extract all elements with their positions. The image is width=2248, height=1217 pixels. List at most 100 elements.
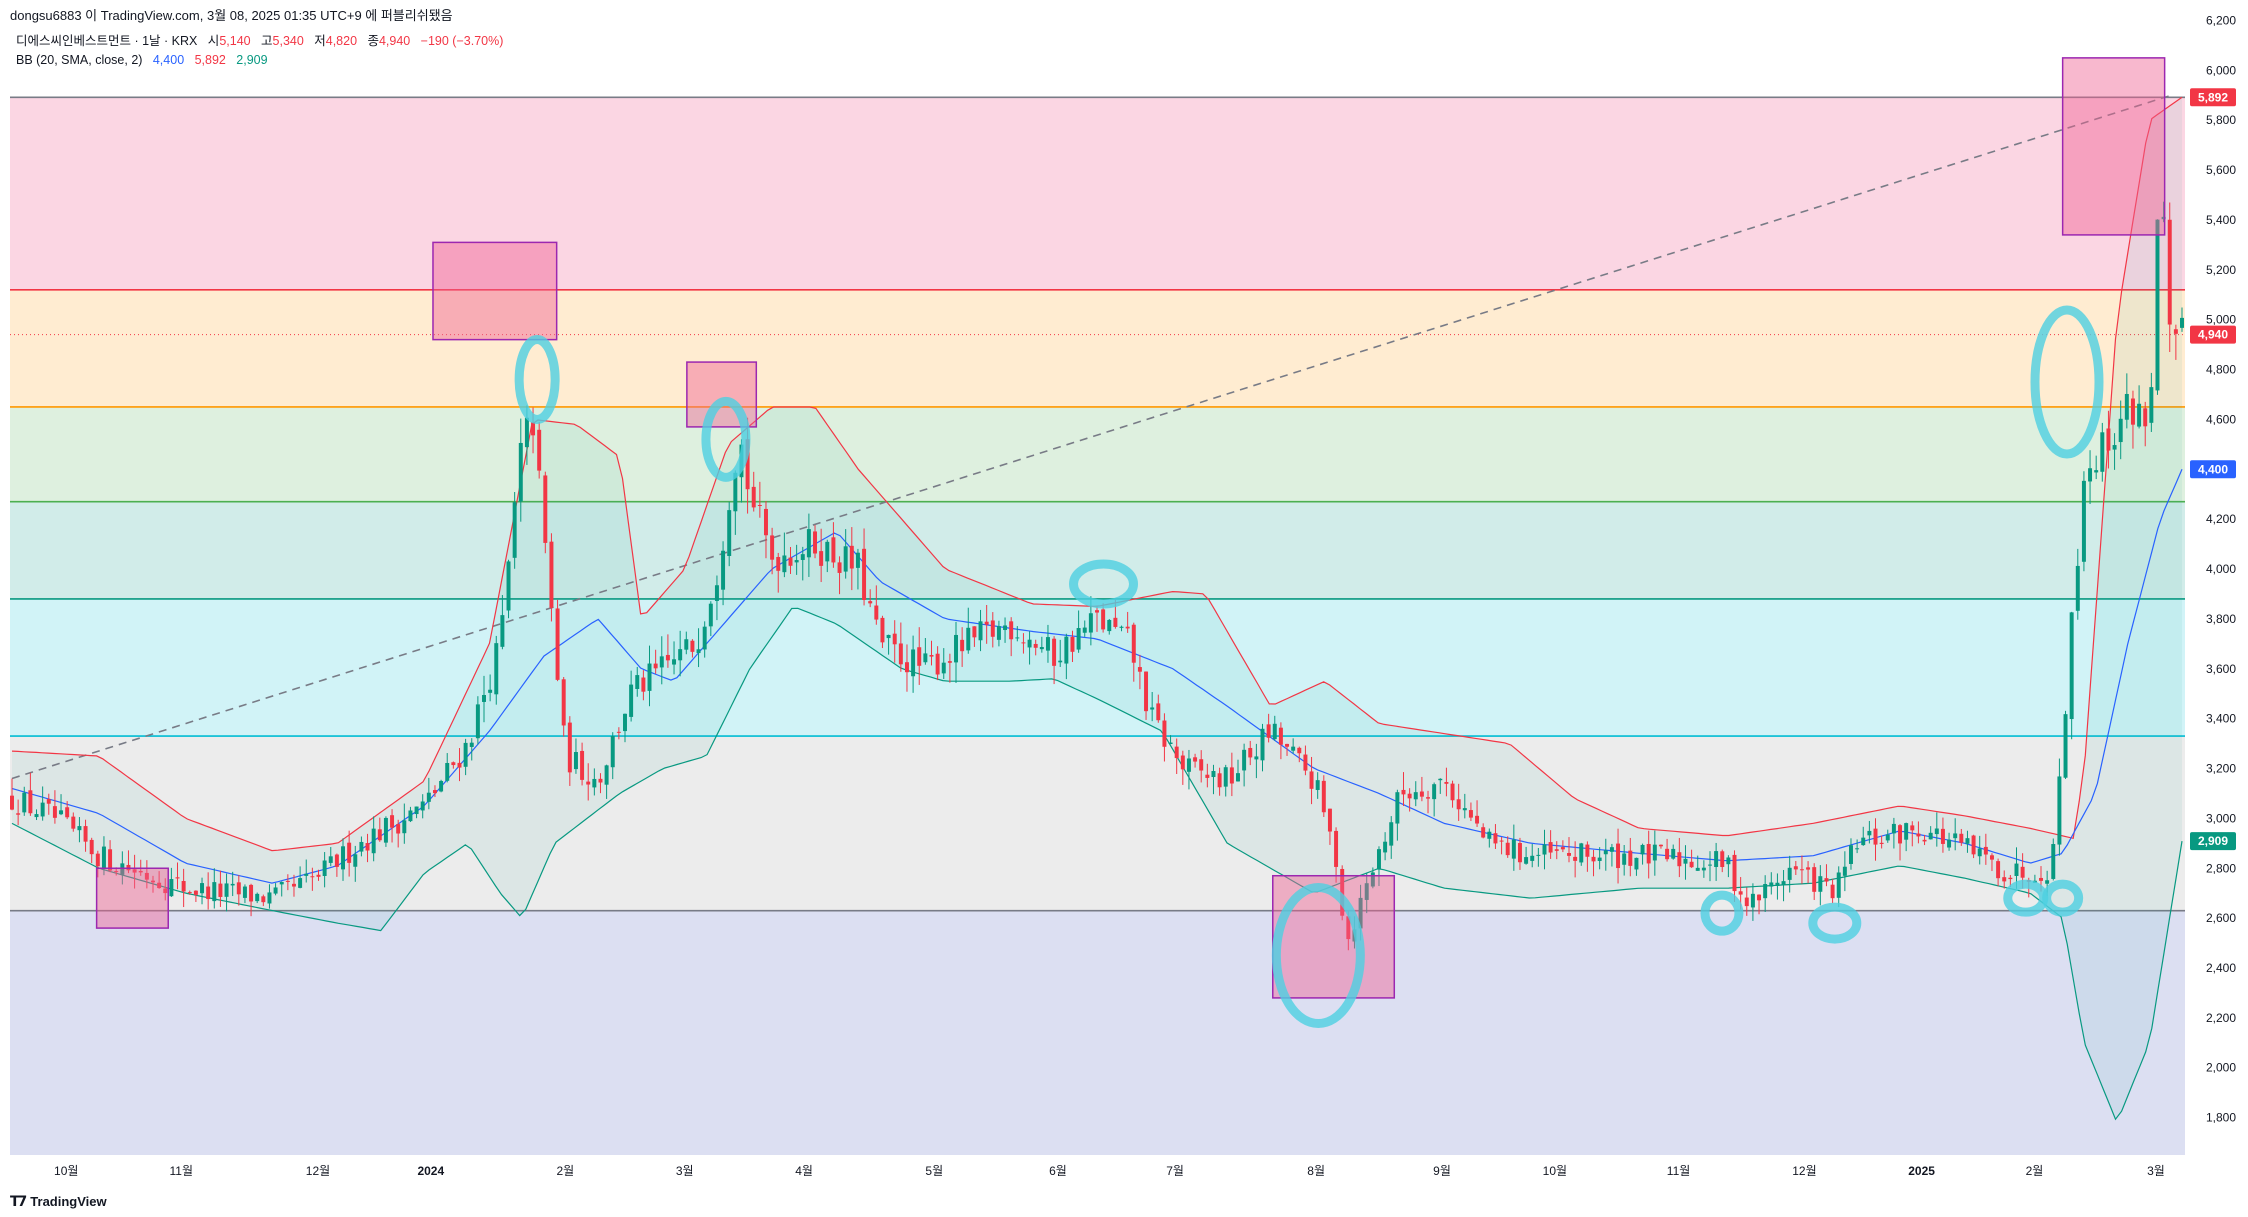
candle-body [2100,432,2105,472]
candle-body [1493,833,1498,844]
candle-body [1383,841,1388,853]
candle-body [2112,445,2117,450]
candle-body [690,640,695,652]
candle-body [960,639,965,652]
candle-body [757,505,762,507]
candle-body [2118,418,2123,443]
candle-body [1505,842,1510,856]
candle-body [1836,872,1841,898]
candle-body [1095,610,1099,613]
bb-upper-value: 5,892 [194,53,226,67]
price-label: 2,909 [2198,834,2228,848]
candle-body [1916,833,1921,837]
brand-label: TradingView [30,1194,107,1209]
candle-body [402,820,407,834]
candle-body [813,531,818,554]
candle-body [1910,825,1915,831]
y-axis[interactable]: 6,200 6,000 5,800 5,600 5,400 5,200 5,000 4,800… [2206,13,2236,1124]
candle-body [212,882,217,902]
x-tick-label: 12월 [306,1164,330,1178]
candle-body [242,886,247,898]
candle-body [2039,877,2043,881]
candle-body [2045,880,2050,884]
y-tick-label: 4,000 [2206,562,2236,576]
candle-body [426,792,431,802]
bb-indicator-label[interactable]: BB (20, SMA, close, 2) [16,53,143,67]
candle-body [1101,609,1106,630]
candle-body [439,780,444,792]
candle-body [598,778,603,783]
candle-body [1677,852,1682,867]
candle-body [1744,897,1749,907]
candle-body [954,634,958,663]
candle-body [445,762,450,781]
candle-body [1554,849,1559,851]
candle-body [555,608,560,680]
candle-body [1904,823,1909,840]
bb-basis-value: 4,400 [152,53,185,67]
candle-body [77,826,82,831]
candle-body [849,545,854,569]
y-tick-label: 2,600 [2206,911,2236,925]
candle-body [1603,850,1608,855]
candle-body [451,762,456,766]
candle-body [1229,767,1234,784]
candle-body [1689,861,1694,868]
candle-body [1701,867,1706,871]
tradingview-logo[interactable]: 𝗧𝟳 TradingView [10,1193,107,1210]
candle-body [794,560,799,563]
candle-body [40,802,45,817]
price-labels: 5,892 4,940 4,400 2,909 [2190,88,2236,851]
candle-body [2094,470,2099,473]
candle-body [46,799,51,804]
candle-body [1107,619,1112,632]
candle-body [1560,847,1565,850]
candle-body [28,790,33,814]
candle-body [1236,773,1240,782]
candle-body [1959,833,1964,843]
fib-zone [10,910,2185,1155]
candle-body [917,647,922,666]
candle-body [2069,612,2074,720]
candle-body [941,662,946,674]
candle-body [59,810,64,815]
candle-body [1272,723,1277,740]
candle-body [1321,780,1326,813]
x-axis[interactable]: 10월 11월 12월 2024 2월 3월 4월 5월 6월 7월 8월 9월 10월 11월 12월 20… [54,1164,2165,1178]
candle-body [855,552,860,568]
candle-body [1211,771,1216,778]
candle-body [1070,636,1075,652]
candle-body [1444,781,1449,784]
y-tick-label: 6,000 [2206,63,2236,77]
candle-body [1720,851,1725,868]
candle-body [1260,728,1265,761]
candle-body [1873,828,1878,845]
candle-body [1285,743,1290,747]
candle-body [1456,799,1461,810]
candle-body [862,548,867,600]
marker-circle [514,335,560,425]
fib-zone [10,289,2185,407]
candle-body [1027,639,1032,648]
candle-body [22,792,27,813]
candle-body [825,541,830,562]
fib-retracement [10,96,2185,1155]
y-tick-label: 1,800 [2206,1111,2236,1125]
candle-body [273,887,278,894]
bb-lower-value: 2,909 [236,53,268,67]
candle-body [1530,855,1535,861]
candle-body [1928,832,1933,840]
candle-body [316,874,321,877]
price-label-bg [2190,325,2236,344]
candle-body [108,849,113,871]
candle-body [1769,882,1774,887]
candle-body [1370,872,1375,887]
candle-body [482,694,486,702]
candle-body [1695,867,1700,871]
symbol-title[interactable]: 디에스씨인베스트먼트 · 1날 · KRX [16,34,198,48]
candle-body [1058,660,1063,663]
candle-body [1419,791,1424,797]
candle-body [935,653,940,675]
candle-body [1168,742,1173,744]
